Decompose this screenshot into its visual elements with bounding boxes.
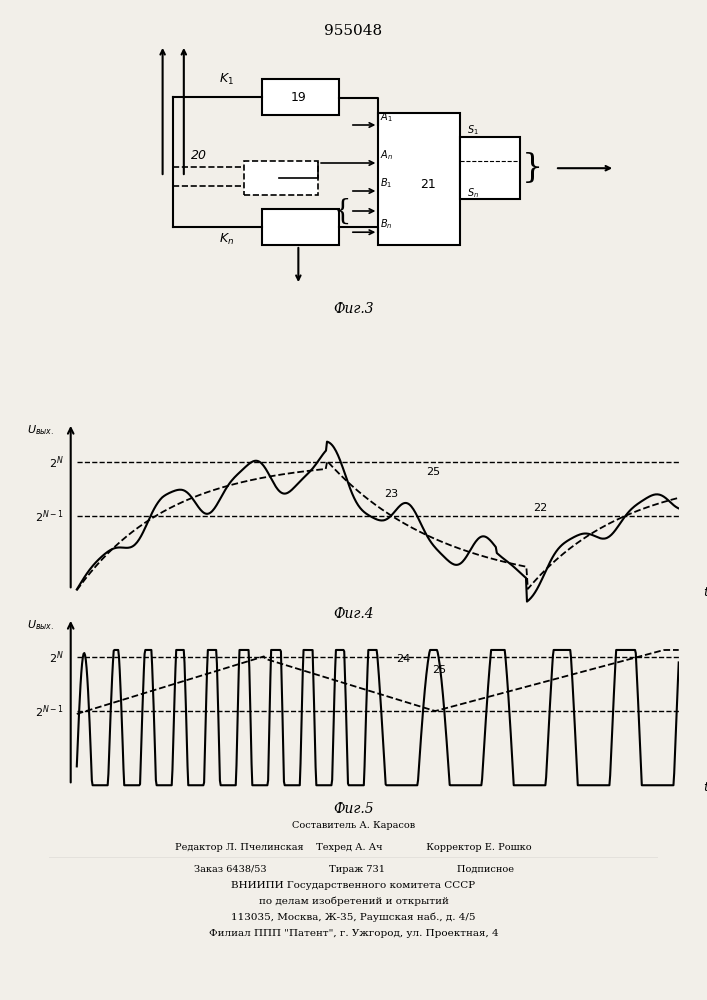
Text: $2^{N-1}$: $2^{N-1}$: [35, 703, 64, 720]
Text: Составитель А. Карасов: Составитель А. Карасов: [292, 821, 415, 830]
Text: $B_n$: $B_n$: [380, 218, 393, 231]
Text: 955048: 955048: [325, 24, 382, 38]
Text: 25: 25: [433, 665, 447, 675]
Text: $2^N$: $2^N$: [49, 649, 64, 666]
Bar: [460, 137, 520, 199]
Text: Филиал ППП "Патент", г. Ужгород, ул. Проектная, 4: Филиал ППП "Патент", г. Ужгород, ул. Про…: [209, 929, 498, 938]
Text: по делам изобретений и открытий: по делам изобретений и открытий: [259, 896, 448, 906]
Text: $S_1$: $S_1$: [467, 123, 479, 137]
Text: Редактор Л. Пчелинская    Техред А. Ач              Корректор Е. Рошко: Редактор Л. Пчелинская Техред А. Ач Корр…: [175, 843, 532, 852]
Text: 113035, Москва, Ж-35, Раушская наб., д. 4/5: 113035, Москва, Ж-35, Раушская наб., д. …: [231, 912, 476, 922]
Text: $A_1$: $A_1$: [380, 110, 393, 124]
Text: 19: 19: [291, 91, 306, 104]
Text: 25: 25: [426, 467, 440, 477]
Text: $t$: $t$: [703, 781, 707, 794]
Text: 23: 23: [384, 489, 398, 499]
Text: $2^{N-1}$: $2^{N-1}$: [35, 508, 64, 525]
Text: $U_{вых.}$: $U_{вых.}$: [27, 423, 54, 437]
Text: $2^N$: $2^N$: [49, 454, 64, 471]
Text: $B_1$: $B_1$: [380, 176, 392, 190]
Bar: [262, 79, 339, 115]
Bar: [244, 161, 318, 195]
Text: 20: 20: [191, 149, 207, 162]
Bar: [262, 209, 339, 245]
Text: $U_{вых.}$: $U_{вых.}$: [27, 618, 54, 632]
Text: Фиг.3: Фиг.3: [333, 302, 374, 316]
Text: $S_n$: $S_n$: [467, 186, 479, 200]
Text: {: {: [334, 198, 351, 225]
Bar: [378, 113, 460, 245]
Text: $A_n$: $A_n$: [380, 148, 393, 162]
Text: $K_1$: $K_1$: [219, 72, 234, 87]
Text: 22: 22: [533, 503, 547, 513]
Text: Заказ 6438/53                    Тираж 731                       Подписное: Заказ 6438/53 Тираж 731 Подписное: [194, 865, 513, 874]
Text: Фиг.5: Фиг.5: [333, 802, 374, 816]
Text: }: }: [522, 152, 543, 184]
Text: 21: 21: [420, 178, 436, 192]
Text: Фиг.4: Фиг.4: [333, 607, 374, 621]
Text: ВНИИПИ Государственного комитета СССР: ВНИИПИ Государственного комитета СССР: [231, 881, 476, 890]
Text: $K_n$: $K_n$: [219, 232, 234, 247]
Text: $t$: $t$: [703, 586, 707, 599]
Text: 24: 24: [396, 654, 410, 664]
